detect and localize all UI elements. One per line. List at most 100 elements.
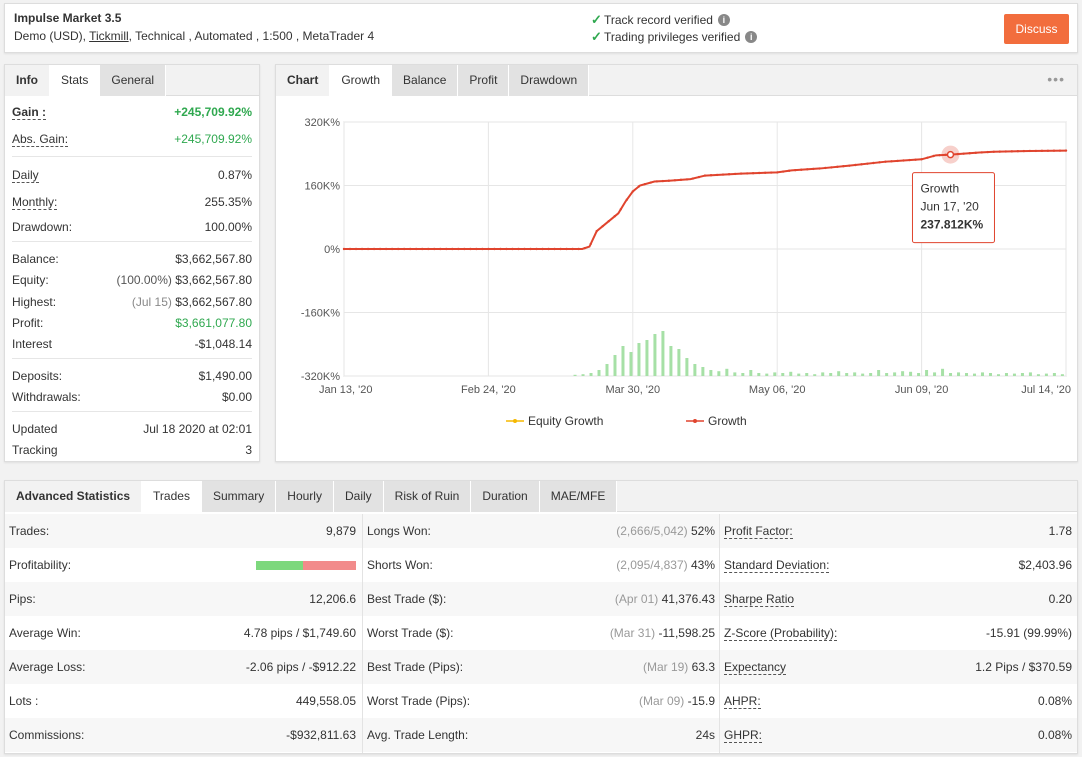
stat-date: (Apr 01) bbox=[614, 592, 662, 606]
tab-profit[interactable]: Profit bbox=[458, 65, 510, 96]
growth-point bbox=[896, 159, 899, 163]
stat-number: 1.78 bbox=[1048, 524, 1072, 538]
stat-value: 12,206.6 bbox=[309, 592, 356, 606]
growth-point bbox=[559, 247, 562, 251]
interest-row: Interest -$1,048.14 bbox=[12, 337, 252, 351]
stat-date: (Mar 31) bbox=[609, 626, 659, 640]
growth-point bbox=[830, 166, 833, 169]
growth-point bbox=[776, 171, 779, 174]
tab-trades[interactable]: Trades bbox=[142, 481, 202, 512]
growth-point bbox=[962, 152, 965, 155]
updated-row: Updated Jul 18 2020 at 02:01 bbox=[12, 422, 252, 436]
stat-label[interactable]: Standard Deviation: bbox=[724, 557, 830, 573]
stat-label[interactable]: GHPR: bbox=[724, 727, 763, 743]
growth-point bbox=[878, 161, 881, 164]
tab-summary[interactable]: Summary bbox=[201, 481, 277, 512]
growth-point bbox=[408, 247, 412, 251]
volume-bar bbox=[965, 373, 969, 376]
info-icon[interactable]: i bbox=[745, 31, 758, 43]
x-tick-label: Mar 30, '20 bbox=[605, 384, 660, 396]
stat-label[interactable]: Profit Factor: bbox=[724, 523, 793, 539]
stat-value: $2,403.96 bbox=[1019, 558, 1072, 572]
growth-point bbox=[727, 173, 731, 176]
stat-cell: Average Win: 4.78 pips / $1,749.60 bbox=[5, 616, 360, 650]
tab-chart[interactable]: Chart bbox=[276, 65, 331, 96]
growth-line bbox=[344, 149, 1067, 250]
volume-bar bbox=[597, 370, 601, 376]
volume-bar bbox=[709, 370, 713, 376]
advanced-statistics-panel: Advanced Statistics Trades Summary Hourl… bbox=[4, 480, 1078, 754]
legend-label: Growth bbox=[708, 414, 747, 428]
growth-point bbox=[715, 173, 719, 177]
tab-mae-mfe[interactable]: MAE/MFE bbox=[539, 481, 618, 512]
volume-bar bbox=[677, 349, 681, 376]
withdrawals-row: Withdrawals: $0.00 bbox=[12, 390, 252, 404]
legend-marker bbox=[513, 419, 517, 423]
stats-row: Average Loss: -2.06 pips / -$912.22 Best T… bbox=[5, 650, 1077, 684]
tab-general[interactable]: General bbox=[100, 65, 167, 96]
info-icon[interactable]: i bbox=[717, 14, 730, 26]
stat-cell: Pips: 12,206.6 bbox=[5, 582, 360, 616]
stat-value: 0.20 bbox=[1049, 592, 1072, 606]
stat-value: -2.06 pips / -$912.22 bbox=[246, 660, 356, 674]
growth-point bbox=[685, 178, 689, 181]
more-dots-icon[interactable]: ••• bbox=[1047, 71, 1065, 87]
growth-point bbox=[769, 171, 773, 174]
volume-bar bbox=[980, 372, 984, 376]
tab-daily[interactable]: Daily bbox=[333, 481, 384, 512]
tab-advanced-statistics[interactable]: Advanced Statistics bbox=[5, 481, 143, 512]
growth-point bbox=[487, 247, 490, 251]
stat-label[interactable]: Sharpe Ratio bbox=[724, 591, 795, 607]
volume-bar bbox=[1052, 373, 1056, 376]
tab-balance[interactable]: Balance bbox=[392, 65, 459, 96]
volume-bar bbox=[885, 373, 889, 376]
stat-number: -11,598.25 bbox=[658, 626, 716, 640]
tab-stats[interactable]: Stats bbox=[50, 65, 101, 96]
volume-bar bbox=[829, 373, 833, 376]
tab-hourly[interactable]: Hourly bbox=[276, 481, 334, 512]
volume-bar bbox=[773, 372, 777, 376]
growth-point bbox=[354, 247, 358, 251]
volume-bar bbox=[996, 374, 1000, 376]
growth-point bbox=[396, 247, 400, 251]
broker-link[interactable]: Tickmill bbox=[89, 29, 129, 43]
stat-label: Worst Trade (Pips): bbox=[367, 694, 471, 708]
volume-bar bbox=[925, 370, 929, 376]
stat-cell: Worst Trade (Pips): (Mar 09) -15.9 bbox=[363, 684, 719, 718]
discuss-button[interactable]: Discuss bbox=[1004, 14, 1069, 44]
volume-bar bbox=[757, 373, 761, 376]
stat-date: (Mar 09) bbox=[638, 694, 688, 708]
stats-row: Average Win: 4.78 pips / $1,749.60 Worst T… bbox=[5, 616, 1077, 650]
tab-duration[interactable]: Duration bbox=[471, 481, 540, 512]
growth-point bbox=[643, 182, 647, 186]
growth-point bbox=[956, 152, 959, 156]
growth-point bbox=[800, 168, 803, 171]
volume-bar bbox=[637, 343, 641, 376]
growth-point bbox=[421, 247, 424, 251]
growth-point bbox=[794, 168, 797, 172]
stat-label: Profitability: bbox=[9, 558, 72, 572]
stat-number: $2,403.96 bbox=[1018, 558, 1072, 572]
stat-label[interactable]: Expectancy bbox=[724, 659, 787, 675]
x-tick-label: Jun 09, '20 bbox=[895, 384, 948, 396]
stat-label[interactable]: Z-Score (Probability): bbox=[724, 625, 838, 641]
tab-risk-of-ruin[interactable]: Risk of Ruin bbox=[383, 481, 472, 512]
tab-growth[interactable]: Growth bbox=[330, 65, 393, 96]
growth-point bbox=[908, 158, 911, 162]
tab-drawdown[interactable]: Drawdown bbox=[509, 65, 590, 96]
growth-point bbox=[986, 150, 989, 154]
stat-label[interactable]: AHPR: bbox=[724, 693, 761, 709]
growth-point bbox=[637, 185, 641, 188]
stat-value: 1.2 Pips / $370.59 bbox=[975, 660, 1072, 674]
growth-point bbox=[1052, 149, 1056, 152]
volume-bar bbox=[877, 370, 881, 376]
stat-value: 0.08% bbox=[1038, 728, 1072, 742]
growth-point bbox=[475, 247, 478, 251]
volume-bar bbox=[589, 373, 593, 376]
tab-info[interactable]: Info bbox=[5, 65, 50, 96]
volume-bar bbox=[941, 368, 945, 376]
x-tick-label: Feb 24, '20 bbox=[461, 384, 516, 396]
growth-point bbox=[751, 171, 755, 175]
stat-label: Lots : bbox=[9, 694, 39, 708]
system-header: Impulse Market 3.5 Demo (USD), Tickmill,… bbox=[4, 3, 1078, 53]
